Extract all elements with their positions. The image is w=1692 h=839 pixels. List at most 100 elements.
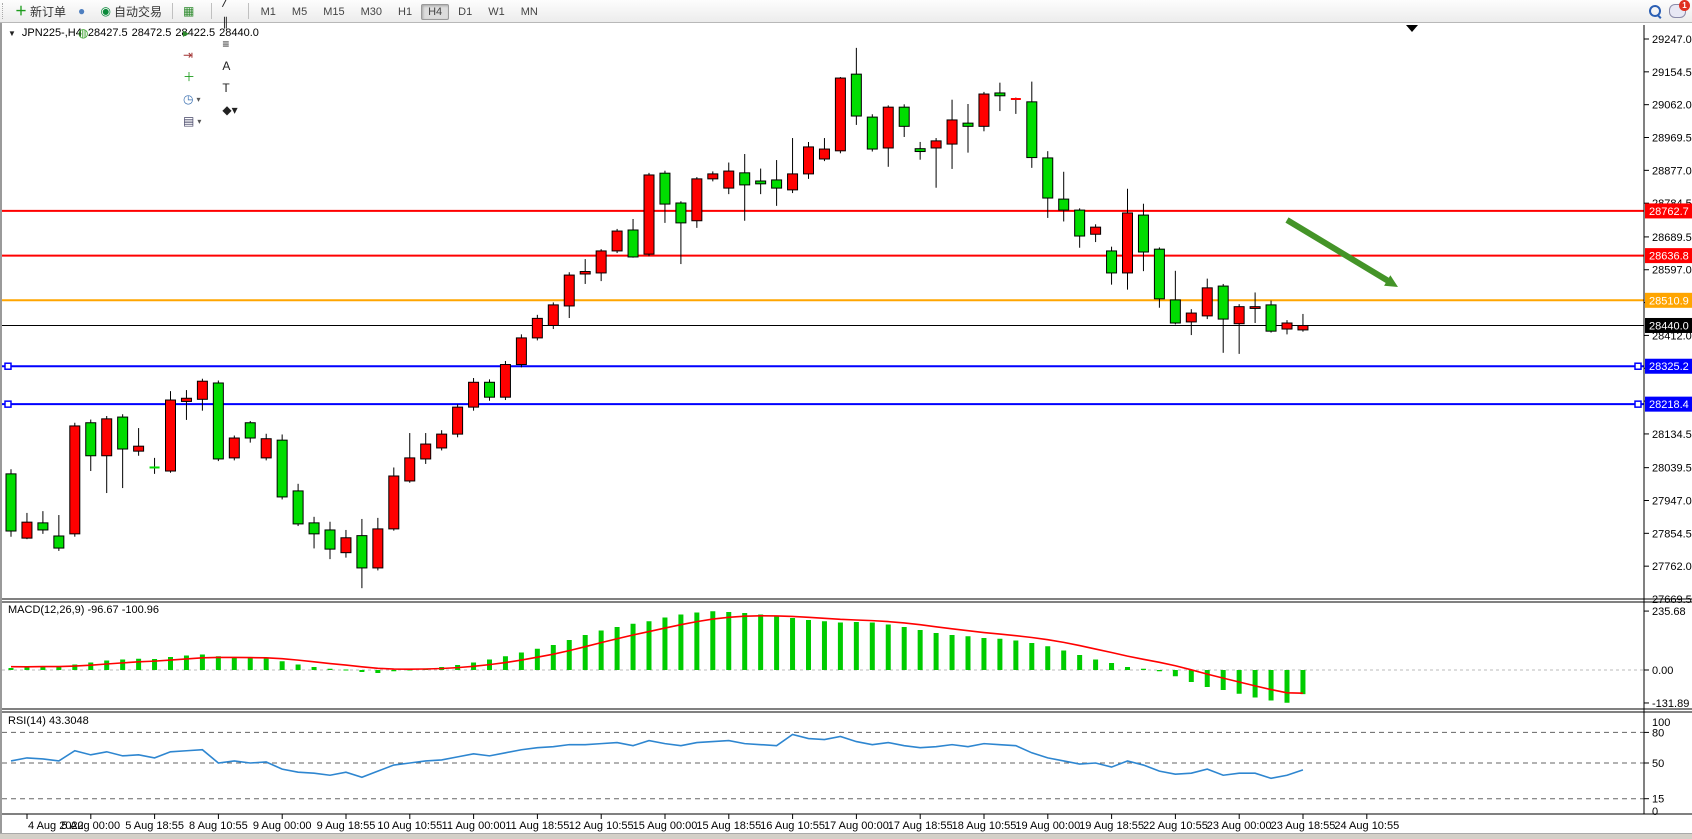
macd-histogram-bar [694,612,700,670]
candle-body [165,399,176,472]
macd-histogram-bar [678,614,684,670]
macd-histogram-bar [917,630,923,670]
shapes-button[interactable]: ◆▾ [217,99,242,121]
rsi-axis-label: 50 [1652,758,1664,770]
timeframe-button-m1[interactable]: M1 [260,6,276,18]
macd-histogram-bar [1188,670,1194,682]
chart-menu-dropdown-icon[interactable]: ▼ [8,28,16,38]
candle-body [85,422,97,457]
line-handle[interactable] [4,400,12,408]
timeframe-button-m5[interactable]: M5 [291,6,308,18]
macd-histogram-bar [534,648,540,670]
timeframe-button-h1[interactable]: H1 [398,6,413,18]
fibonacci-icon: ≡ [222,37,230,51]
time-axis-label: 23 Aug 00:00 [1207,820,1272,832]
channel-button[interactable]: ∥ [217,11,242,33]
candle-body [787,173,799,191]
trendline-button[interactable]: ╱ [217,0,242,11]
auto-scroll-button[interactable]: ▸ [178,22,206,44]
macd-histogram-bar [199,654,205,670]
chart-canvas[interactable]: 29247.029154.529062.028969.528877.028784… [2,23,1692,839]
candle-body [771,179,783,189]
timeframe-button-m30[interactable]: M30 [360,6,383,18]
line-handle[interactable] [1634,362,1642,370]
toolbar-grip[interactable] [2,3,7,19]
chart-window[interactable]: 29247.029154.529062.028969.528877.028784… [0,22,1692,839]
time-axis-label: 17 Aug 00:00 [824,820,889,832]
macd-histogram-bar [853,622,859,670]
price-axis-label: 28134.5 [1652,429,1692,441]
price-badge-label: 28636.8 [1649,251,1689,263]
macd-histogram-bar [311,667,317,670]
macd-histogram-bar [806,620,811,670]
candle-body [547,304,559,326]
indicators-button[interactable]: ＋ [178,66,206,88]
periods-button[interactable]: ◷ ▾ [178,88,206,110]
candle-body [244,422,256,439]
chart-shift-button[interactable]: ⇥ [178,44,206,66]
time-axis-label: 4 Aug 2022 [28,820,84,832]
label-icon: T [222,81,230,95]
time-axis-label: 9 Aug 00:00 [253,820,312,832]
macd-histogram-bar [1300,670,1306,695]
fibonacci-button[interactable]: ≡ [217,33,242,55]
time-axis-label: 15 Aug 00:00 [633,820,698,832]
macd-histogram-bar [104,660,110,670]
rsi-axis-label: 0 [1652,806,1658,818]
candle-body [133,445,145,452]
candle-body [563,274,575,307]
candle-body [1185,312,1197,323]
timeframe-button-w1[interactable]: W1 [488,6,505,18]
ohlc-low: 28422.5 [175,27,216,39]
candle-body [212,382,224,460]
label-button[interactable]: T [217,77,242,99]
search-icon[interactable] [1649,5,1662,19]
time-axis-label: 5 Aug 18:55 [125,820,184,832]
macd-histogram-bar [981,638,987,670]
community-button[interactable]: ● [73,0,93,22]
dropdown-arrow-icon: ▾ [196,94,201,104]
autotrading-button[interactable]: ◉ 自动交易 [96,0,168,22]
macd-histogram-bar [375,670,381,673]
macd-histogram-bar [1172,670,1178,677]
candle-body [803,146,814,175]
new-order-button[interactable]: ＋ 新订单 [10,0,71,22]
macd-histogram-bar [710,611,716,670]
tile-windows-button[interactable]: ▦ [178,0,206,22]
dropdown-arrow-icon: ▾ [197,116,202,126]
price-badge-label: 28218.4 [1649,399,1689,411]
time-axis-label: 16 Aug 10:55 [760,820,825,832]
macd-histogram-bar [1220,670,1226,690]
macd-histogram-bar [231,657,237,670]
channel-icon: ∥ [222,15,229,29]
line-handle[interactable] [1634,400,1642,408]
candle-body [723,170,735,189]
candle-body [1249,306,1261,309]
candle-body [468,381,480,408]
time-axis-label: 17 Aug 18:55 [888,820,953,832]
macd-histogram-bar [742,613,748,670]
candle-body [1169,299,1181,324]
signals-button[interactable]: ◍ [73,22,93,44]
toolbar-separator [247,3,249,19]
timeframe-button-h4[interactable]: H4 [421,4,450,20]
templates-button[interactable]: ▤ ▾ [178,110,206,132]
timeframe-button-mn[interactable]: MN [520,6,538,18]
text-button[interactable]: A [217,55,242,77]
line-handle[interactable] [4,362,12,370]
timeframe-button-d1[interactable]: D1 [458,6,473,18]
timeframe-button-m15[interactable]: M15 [323,6,345,18]
time-axis-label: 23 Aug 18:55 [1271,820,1336,832]
price-badge-label: 28762.7 [1649,206,1689,218]
macd-histogram-bar [391,670,397,672]
price-axis-label: 27854.5 [1652,528,1692,540]
chart-shift-marker-icon[interactable] [1406,25,1418,32]
price-axis-label: 28039.5 [1652,463,1692,475]
notifications-icon[interactable]: 1 [1669,0,1690,18]
candle-body [1265,304,1277,332]
trend-arrow-annotation[interactable] [1285,217,1392,285]
macd-histogram-bar [295,664,301,670]
time-axis-label: 18 Aug 10:55 [952,820,1017,832]
macd-histogram-bar [630,623,636,670]
